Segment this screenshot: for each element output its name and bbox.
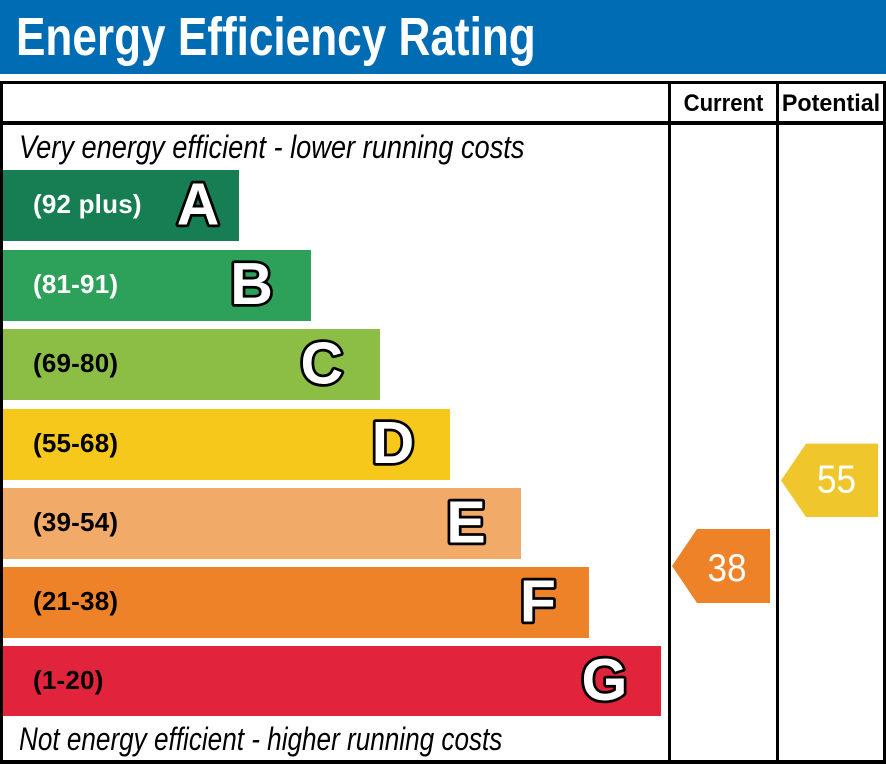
svg-text:D: D xyxy=(372,410,415,476)
svg-text:55: 55 xyxy=(817,457,856,501)
svg-text:E: E xyxy=(446,489,485,555)
svg-text:A: A xyxy=(177,172,220,238)
svg-text:38: 38 xyxy=(707,545,746,589)
svg-text:B: B xyxy=(230,251,273,317)
svg-text:C: C xyxy=(300,331,343,397)
svg-text:F: F xyxy=(520,569,556,635)
svg-text:G: G xyxy=(582,647,628,713)
